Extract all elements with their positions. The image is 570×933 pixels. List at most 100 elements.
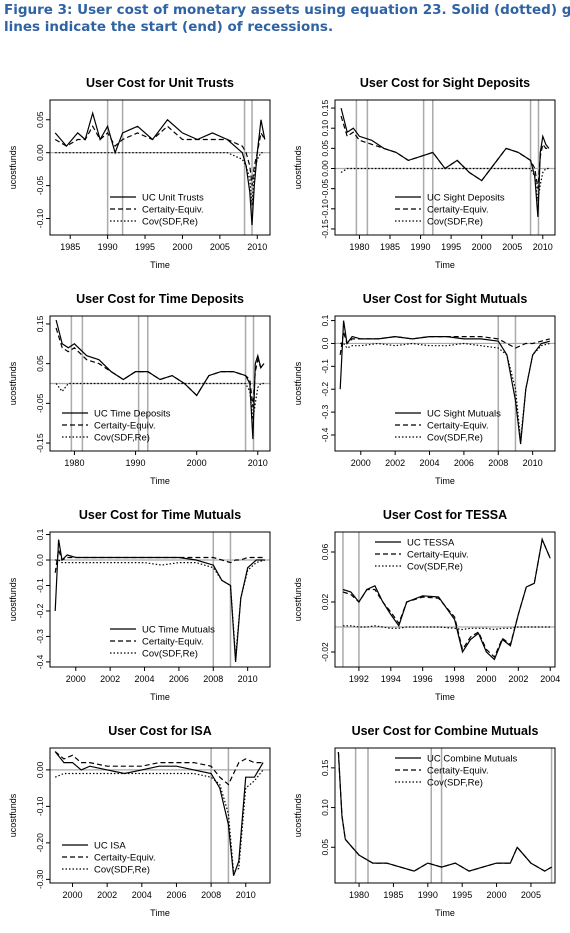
- x-tick-label: 2004: [135, 674, 155, 684]
- plot-frame: [334, 747, 556, 884]
- y-tick-label: 0.15: [320, 100, 330, 117]
- y-tick-label: 0.06: [320, 543, 330, 560]
- x-tick-label: 2004: [540, 674, 560, 684]
- y-tick-label: 0.05: [320, 140, 330, 157]
- x-axis-label: Time: [150, 476, 170, 486]
- x-tick-label: 1990: [411, 242, 431, 252]
- legend-label: Cov(SDF,Re): [427, 433, 483, 444]
- legend-label: Cov(SDF,Re): [142, 649, 198, 660]
- x-axis-label: Time: [435, 260, 455, 270]
- x-tick-label: 2010: [248, 458, 268, 468]
- series-line: [54, 549, 265, 573]
- series-line: [342, 537, 551, 661]
- plot-frame: [334, 531, 556, 668]
- panel-title: User Cost for Time Mutuals: [79, 508, 241, 522]
- panel-title: User Cost for Sight Mutuals: [363, 292, 528, 306]
- legend-label: UC TESSA: [407, 538, 455, 549]
- y-tick-label: 0.15: [35, 315, 45, 332]
- x-tick-label: 2002: [100, 674, 120, 684]
- y-axis-label: ucostfunds: [293, 145, 303, 189]
- x-tick-label: 2005: [521, 890, 541, 900]
- y-axis-label: ucostfunds: [8, 145, 18, 189]
- series-line: [339, 320, 550, 445]
- x-tick-label: 2010: [247, 242, 267, 252]
- x-tick-label: 1985: [60, 242, 80, 252]
- legend-label: UC Unit Trusts: [142, 193, 204, 204]
- x-tick-label: 2002: [508, 674, 528, 684]
- series-line: [55, 319, 265, 440]
- legend-label: Certaity-Equiv.: [427, 766, 489, 777]
- legend-label: Cov(SDF,Re): [142, 217, 198, 228]
- caption: Figure 3: User cost of monetary assets u…: [4, 2, 570, 35]
- x-tick-label: 1985: [383, 890, 403, 900]
- x-tick-label: 2008: [203, 674, 223, 684]
- x-tick-label: 2006: [166, 890, 186, 900]
- series-line: [340, 167, 549, 201]
- x-tick-label: 1992: [349, 674, 369, 684]
- panel-title: User Cost for TESSA: [383, 508, 507, 522]
- series-line: [337, 751, 552, 872]
- y-tick-label: -0.20: [35, 833, 45, 853]
- legend-label: Certaity-Equiv.: [407, 550, 469, 561]
- y-tick-label: 0.1: [320, 314, 330, 326]
- x-tick-label: 1995: [452, 890, 472, 900]
- panel-title: User Cost for Time Deposits: [76, 292, 244, 306]
- y-axis-label: ucostfunds: [293, 577, 303, 621]
- y-tick-label: -0.10: [320, 199, 330, 219]
- y-tick-label: -0.15: [320, 219, 330, 239]
- x-tick-label: 2006: [169, 674, 189, 684]
- y-tick-label: -0.1: [35, 578, 45, 593]
- plot-frame: [334, 99, 556, 236]
- legend-label: UC Sight Deposits: [427, 193, 505, 204]
- legend-label: Cov(SDF,Re): [94, 865, 150, 876]
- y-axis-label: ucostfunds: [8, 793, 18, 837]
- x-axis-label: Time: [435, 476, 455, 486]
- x-tick-label: 2000: [66, 674, 86, 684]
- y-tick-label: 0.00: [320, 160, 330, 177]
- y-tick-label: -0.05: [320, 179, 330, 199]
- series-line: [54, 751, 264, 876]
- y-tick-label: -0.10: [35, 209, 45, 229]
- x-tick-label: 1996: [413, 674, 433, 684]
- y-tick-label: 0.05: [320, 839, 330, 856]
- y-tick-label: -0.1: [320, 359, 330, 374]
- series-line: [55, 559, 265, 657]
- x-tick-label: 2000: [172, 242, 192, 252]
- plot-frame: [49, 99, 271, 236]
- y-tick-label: -0.05: [35, 176, 45, 196]
- y-tick-label: 0.15: [320, 759, 330, 776]
- y-tick-label: -0.15: [35, 433, 45, 453]
- legend-label: Cov(SDF,Re): [94, 433, 150, 444]
- y-axis-label: ucostfunds: [293, 793, 303, 837]
- x-tick-label: 2002: [97, 890, 117, 900]
- x-tick-label: 1994: [381, 674, 401, 684]
- legend-label: Cov(SDF,Re): [427, 217, 483, 228]
- x-tick-label: 2004: [132, 890, 152, 900]
- series-line: [340, 342, 550, 440]
- x-tick-label: 2006: [454, 458, 474, 468]
- x-tick-label: 2000: [476, 674, 496, 684]
- x-axis-label: Time: [435, 908, 455, 918]
- panel-title: User Cost for Combine Mutuals: [352, 724, 539, 738]
- legend-label: Certaity-Equiv.: [427, 421, 489, 432]
- x-axis-label: Time: [435, 692, 455, 702]
- y-tick-label: -0.05: [35, 393, 45, 413]
- x-tick-label: 2010: [236, 890, 256, 900]
- y-axis-label: ucostfunds: [8, 361, 18, 405]
- x-axis-label: Time: [150, 908, 170, 918]
- y-tick-label: -0.4: [35, 654, 45, 669]
- x-tick-label: 2005: [210, 242, 230, 252]
- y-tick-label: -0.3: [35, 629, 45, 644]
- series-line: [54, 110, 266, 226]
- x-tick-label: 1995: [135, 242, 155, 252]
- x-tick-label: 1985: [380, 242, 400, 252]
- y-tick-label: -0.2: [35, 603, 45, 618]
- legend-label: UC ISA: [94, 841, 126, 852]
- series-line: [55, 382, 264, 420]
- legend-label: Certaity-Equiv.: [427, 205, 489, 216]
- legend-label: Certaity-Equiv.: [94, 853, 156, 864]
- series-line: [54, 125, 266, 186]
- x-tick-label: 2008: [488, 458, 508, 468]
- panel-title: User Cost for Sight Deposits: [360, 76, 530, 90]
